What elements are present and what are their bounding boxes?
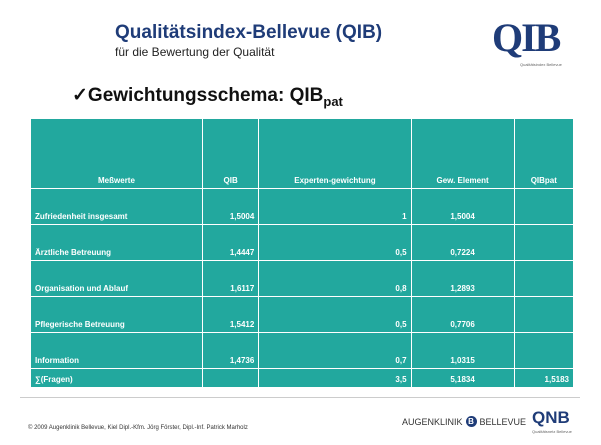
cell: 0,5 xyxy=(258,224,412,261)
heading-subscript: pat xyxy=(323,93,343,109)
clinic-icon: B xyxy=(465,416,477,427)
cell: Ärztliche Betreuung xyxy=(30,224,203,261)
cell: ∑(Fragen) xyxy=(30,368,203,388)
cell: 0,7 xyxy=(258,332,412,369)
column-header: Experten-gewichtung xyxy=(258,118,412,189)
table-row: Pflegerische Betreuung 1,5412 0,5 0,7706 xyxy=(30,296,575,333)
cell: 3,5 xyxy=(258,368,412,388)
logo: QIB xyxy=(492,15,561,60)
clinic-right: BELLEVUE xyxy=(479,416,527,427)
table-row: Organisation und Ablauf 1,6117 0,8 1,2893 xyxy=(30,260,575,297)
qnb-caption: Qualitätsnetz Bellevue xyxy=(532,429,572,434)
cell: 1,4736 xyxy=(201,332,260,369)
cell: Organisation und Ablauf xyxy=(30,260,203,297)
cell: 1,4447 xyxy=(201,224,260,261)
cell xyxy=(513,296,575,333)
subtitle: für die Bewertung der Qualität xyxy=(115,45,275,59)
cell: 0,7224 xyxy=(410,224,515,261)
logo-caption: Qualitätsindex Bellevue xyxy=(520,62,562,67)
cell: 1,5004 xyxy=(201,188,260,225)
cell: 0,7706 xyxy=(410,296,515,333)
cell: 1,2893 xyxy=(410,260,515,297)
cell: Zufriedenheit insgesamt xyxy=(30,188,203,225)
column-header: QIB xyxy=(201,118,260,189)
cell: 0,8 xyxy=(258,260,412,297)
table: Meßwerte QIB Experten-gewichtung Gew. Eleme… xyxy=(30,118,575,388)
cell: 1,5412 xyxy=(201,296,260,333)
cell: 1 xyxy=(258,188,412,225)
cell: Pflegerische Betreuung xyxy=(30,296,203,333)
qnb-logo: QNB xyxy=(532,408,570,427)
heading: ✓Gewichtungsschema: QIBpat xyxy=(72,84,343,109)
cell: Information xyxy=(30,332,203,369)
cell: 1,5183 xyxy=(513,368,575,388)
table-row: Ärztliche Betreuung 1,4447 0,5 0,7224 xyxy=(30,224,575,261)
cell: 1,6117 xyxy=(201,260,260,297)
title: Qualitätsindex-Bellevue (QIB) xyxy=(115,22,383,43)
clinic-left: AUGENKLINIK xyxy=(402,416,463,427)
table-row: ∑(Fragen) 3,5 5,1834 1,5183 xyxy=(30,368,575,388)
clinic-logo: AUGENKLINIK B BELLEVUE xyxy=(402,416,526,427)
column-header: Gew. Element xyxy=(410,118,515,189)
cell xyxy=(513,260,575,297)
cell xyxy=(513,224,575,261)
header-row: Meßwerte QIB Experten-gewichtung Gew. Eleme… xyxy=(30,118,575,189)
column-header: Meßwerte xyxy=(30,118,203,189)
footer-text: © 2009 Augenklinik Bellevue, Kiel Dipl.-… xyxy=(28,425,248,431)
cell: 0,5 xyxy=(258,296,412,333)
cell xyxy=(201,368,260,388)
separator xyxy=(20,397,580,398)
check: ✓ xyxy=(72,85,88,106)
cell: 1,0315 xyxy=(410,332,515,369)
heading-text: Gewichtungsschema: QIB xyxy=(87,85,324,106)
column-header: QIBpat xyxy=(513,118,575,189)
cell xyxy=(513,332,575,369)
cell: 5,1834 xyxy=(410,368,515,388)
table-row: Information 1,4736 0,7 1,0315 xyxy=(30,332,575,369)
cell: 1,5004 xyxy=(410,188,515,225)
cell xyxy=(513,188,575,225)
table-row: Zufriedenheit insgesamt 1,5004 1 1,5004 xyxy=(30,188,575,225)
